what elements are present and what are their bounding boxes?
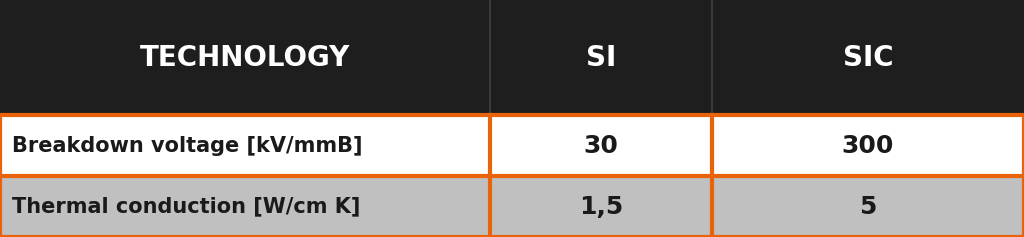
- Text: Thermal conduction [W/cm K]: Thermal conduction [W/cm K]: [12, 197, 360, 217]
- Text: SIC: SIC: [843, 44, 893, 72]
- Bar: [0, 176, 490, 237]
- Bar: [0, 0, 490, 115]
- Text: SI: SI: [586, 44, 616, 72]
- Bar: [490, 115, 712, 176]
- Bar: [0, 115, 1024, 237]
- Text: TECHNOLOGY: TECHNOLOGY: [140, 44, 350, 72]
- Bar: [0, 115, 490, 176]
- Text: 1,5: 1,5: [579, 195, 624, 219]
- Bar: [712, 115, 1024, 176]
- Text: Breakdown voltage [kV/mmB]: Breakdown voltage [kV/mmB]: [12, 136, 362, 156]
- Bar: [712, 176, 1024, 237]
- Bar: [490, 0, 712, 115]
- Text: 30: 30: [584, 134, 618, 158]
- Text: 5: 5: [859, 195, 877, 219]
- Bar: [712, 0, 1024, 115]
- Text: 300: 300: [842, 134, 894, 158]
- Bar: [490, 176, 712, 237]
